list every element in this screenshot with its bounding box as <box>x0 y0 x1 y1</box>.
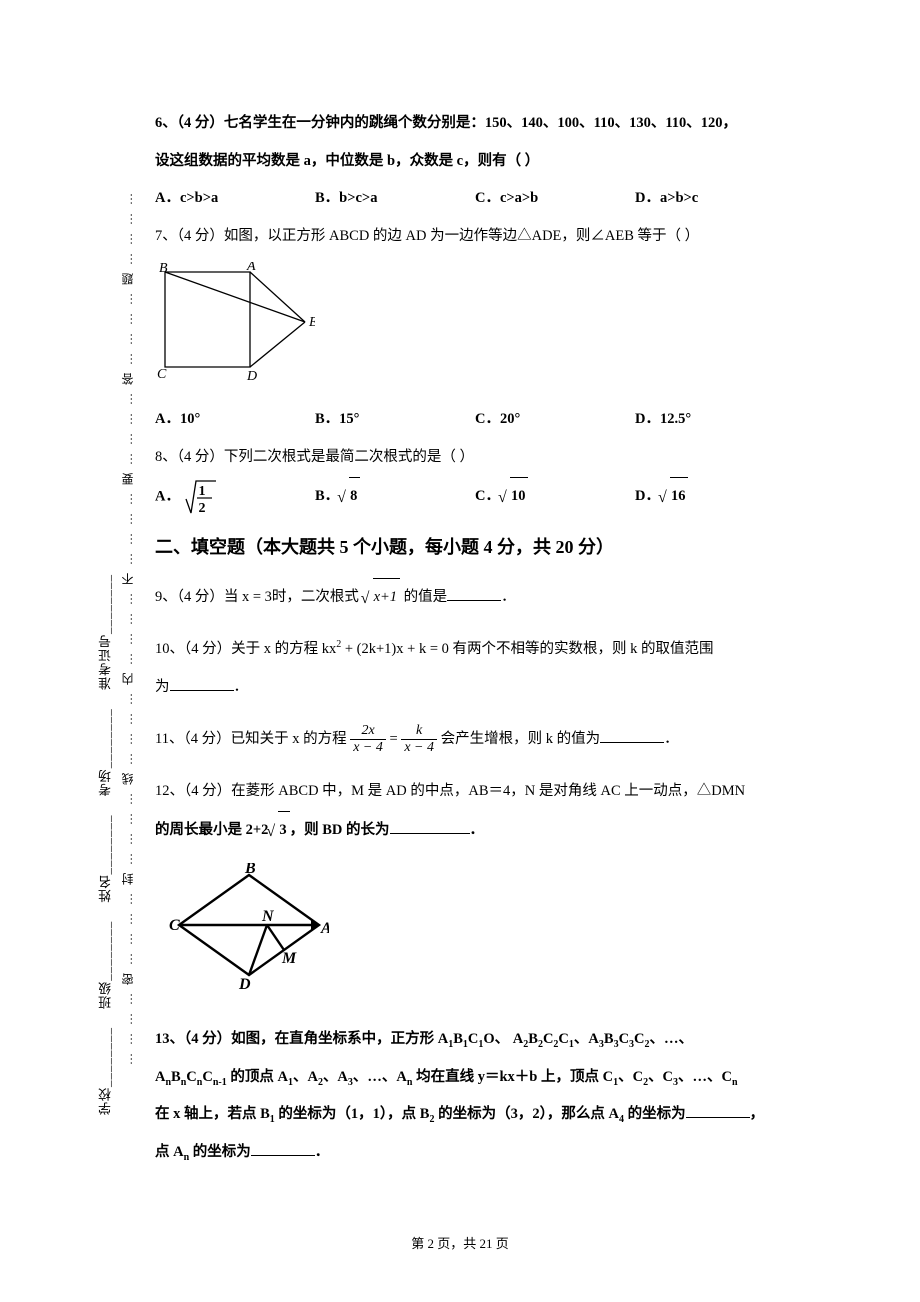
svg-text:D: D <box>238 976 251 993</box>
q12-figure: B C N A M D <box>169 863 795 1009</box>
q13-blank-1 <box>686 1104 750 1119</box>
q6-optA: A．c>b>a <box>155 180 315 218</box>
q6-line1: 6、（4 分）七名学生在一分钟内的跳绳个数分别是：150、140、100、110… <box>155 105 795 143</box>
svg-text:2: 2 <box>198 501 205 516</box>
q13-blank-2 <box>251 1142 315 1157</box>
question-10: 10、（4 分）关于 x 的方程 kx2 + (2k+1)x + k = 0 有… <box>155 631 795 706</box>
school-label: 学校 <box>98 1087 113 1115</box>
svg-text:A: A <box>246 262 256 274</box>
question-12: 12、（4 分）在菱形 ABCD 中，M 是 AD 的中点，AB＝4，N 是对角… <box>155 773 795 1009</box>
ticket-label: 准考证号 <box>98 634 113 690</box>
q6-optD: D．a>b>c <box>635 180 795 218</box>
question-7: 7、（4 分）如图，以正方形 ABCD 的边 AD 为一边作等边△ADE，则∠A… <box>155 218 795 439</box>
q7-figure: B A E C D <box>155 262 795 396</box>
seam-text: …………密…………封…………线…………内…………不…………要…………答…………题… <box>116 115 136 1135</box>
q6-options: A．c>b>a B．b>c>a C．c>a>b D．a>b>c <box>155 180 795 218</box>
section-2-title: 二、填空题（本大题共 5 个小题，每小题 4 分，共 20 分） <box>155 531 795 563</box>
svg-text:A: A <box>320 920 329 937</box>
q7-optC: C．20° <box>475 401 635 439</box>
question-11: 11、（4 分）已知关于 x 的方程 2xx − 4 = kx − 4 会产生增… <box>155 721 795 759</box>
q8-optB: B．8 <box>315 477 475 516</box>
name-label: 姓名 <box>98 875 113 903</box>
question-8: 8、（4 分）下列二次根式是最简二次根式的是（ ） A． 1 2 B．8 C．1… <box>155 439 795 517</box>
q8-text: 8、（4 分）下列二次根式是最简二次根式的是（ ） <box>155 439 795 477</box>
q9-blank <box>447 586 501 601</box>
svg-text:B: B <box>244 863 256 877</box>
svg-text:1: 1 <box>198 484 205 499</box>
q7-optD: D．12.5° <box>635 401 795 439</box>
page-footer: 第 2 页，共 21 页 <box>0 1233 920 1252</box>
q7-optB: B．15° <box>315 401 475 439</box>
q6-optB: B．b>c>a <box>315 180 475 218</box>
q6-line2: 设这组数据的平均数是 a，中位数是 b，众数是 c，则有（ ） <box>155 143 795 181</box>
svg-text:D: D <box>246 369 257 380</box>
question-6: 6、（4 分）七名学生在一分钟内的跳绳个数分别是：150、140、100、110… <box>155 105 795 218</box>
q8-optA: A． 1 2 <box>155 477 315 517</box>
q7-options: A．10° B．15° C．20° D．12.5° <box>155 401 795 439</box>
q8-optC: C．10 <box>475 477 635 516</box>
svg-text:E: E <box>308 315 315 330</box>
q12-blank <box>390 819 470 834</box>
question-9: 9、（4 分）当 x = 3时，二次根式 x+1 的值是． <box>155 578 795 617</box>
svg-text:B: B <box>159 262 168 276</box>
svg-text:C: C <box>157 367 167 380</box>
q7-optA: A．10° <box>155 401 315 439</box>
q6-optC: C．c>a>b <box>475 180 635 218</box>
q8-optD: D．16 <box>635 477 795 516</box>
question-13: 13、（4 分）如图，在直角坐标系中，正方形 A1B1C1O、 A2B2C2C1… <box>155 1021 795 1172</box>
q11-blank <box>600 728 664 743</box>
q10-blank <box>170 676 234 691</box>
svg-text:C: C <box>169 917 180 934</box>
examroom-label: 考场 <box>98 768 113 796</box>
class-label: 班级 <box>98 981 113 1009</box>
svg-text:M: M <box>281 950 297 967</box>
svg-text:N: N <box>261 908 275 925</box>
q7-text: 7、（4 分）如图，以正方形 ABCD 的边 AD 为一边作等边△ADE，则∠A… <box>155 218 795 256</box>
q8-options: A． 1 2 B．8 C．10 D．16 <box>155 477 795 517</box>
page-body: 6、（4 分）七名学生在一分钟内的跳绳个数分别是：150、140、100、110… <box>155 105 795 1172</box>
